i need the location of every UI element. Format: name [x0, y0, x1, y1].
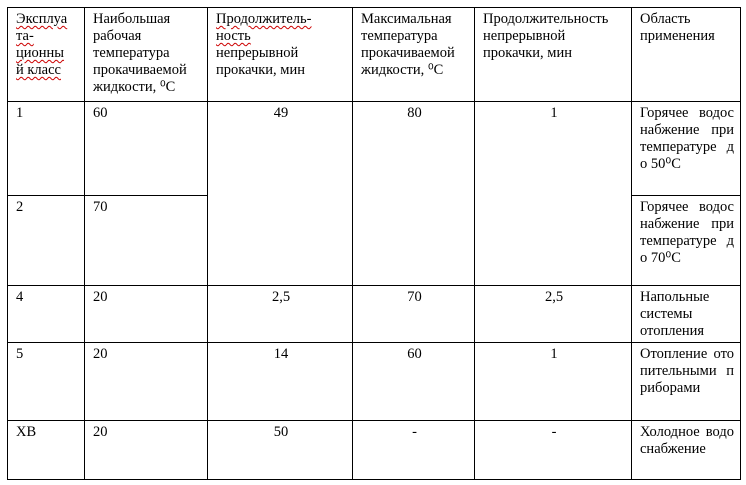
cell-max-duration: 1	[474, 342, 632, 421]
cell-work-temp: 20	[84, 342, 208, 421]
cell-application: Горячее водоснабжение при температуре до…	[631, 101, 741, 196]
cell-max-duration: 1	[474, 101, 632, 286]
cell-work-temp: 20	[84, 285, 208, 343]
cell-max-temp: 60	[352, 342, 475, 421]
cell-max-duration: -	[474, 420, 632, 480]
table-row: 1 60 49 80 1 Горячее водоснабжение при т…	[7, 101, 741, 286]
cell-application: Отопление отопительными приборами	[631, 342, 741, 421]
header-work-temp: Наибольшая рабочая температура прокачива…	[84, 7, 208, 102]
cell-class: ХВ	[7, 420, 85, 480]
cell-work-temp: 60	[84, 101, 208, 196]
cell-duration: 50	[207, 420, 353, 480]
cell-duration: 14	[207, 342, 353, 421]
classes-table: Эксплуа та- ционны й класс Наибольшая ра…	[7, 7, 741, 480]
header-class: Эксплуа та- ционны й класс	[7, 7, 85, 102]
cell-max-temp: 70	[352, 285, 475, 343]
table-row: 5 20 14 60 1 Отопление отопительными при…	[7, 342, 741, 421]
cell-work-temp: 20	[84, 420, 208, 480]
cell-max-temp: -	[352, 420, 475, 480]
header-application: Область применения	[631, 7, 741, 102]
cell-duration: 49	[207, 101, 353, 286]
cell-work-temp: 70	[84, 195, 208, 286]
cell-application: Холодное водоснабжение	[631, 420, 741, 480]
cell-class: 1	[7, 101, 85, 196]
cell-application: Горячее водоснабжение при температуре до…	[631, 195, 741, 286]
header-row: Эксплуа та- ционны й класс Наибольшая ра…	[7, 7, 741, 102]
header-duration: Продолжитель- ность непрерывной прокачки…	[207, 7, 353, 102]
table-row: 2 70 Горячее водоснабжение при температу…	[7, 195, 741, 286]
cell-max-temp: 80	[352, 101, 475, 286]
cell-max-duration: 2,5	[474, 285, 632, 343]
table-row: 4 20 2,5 70 2,5 Напольные системы отопле…	[7, 285, 741, 343]
cell-duration: 2,5	[207, 285, 353, 343]
header-max-duration: Продолжительность непрерывной прокачки, …	[474, 7, 632, 102]
cell-class: 2	[7, 195, 85, 286]
table-row: ХВ 20 50 - - Холодное водоснабжение	[7, 420, 741, 480]
header-max-temp: Максимальная температура прокачиваемой ж…	[352, 7, 475, 102]
cell-class: 4	[7, 285, 85, 343]
cell-application: Напольные системы отопления	[631, 285, 741, 343]
cell-class: 5	[7, 342, 85, 421]
